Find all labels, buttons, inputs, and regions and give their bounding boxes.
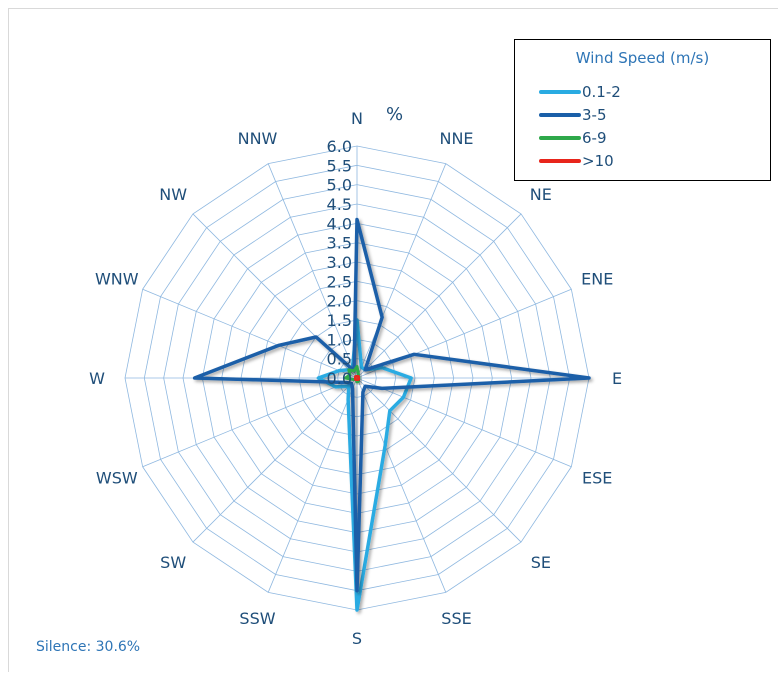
legend-label-3: >10 xyxy=(582,152,614,170)
direction-label-WNW: WNW xyxy=(95,270,139,289)
direction-label-WSW: WSW xyxy=(96,468,138,487)
direction-label-ENE: ENE xyxy=(581,270,613,289)
tick-label-9: 4.5 xyxy=(327,195,352,214)
series-line-3 xyxy=(353,374,361,382)
tick-label-10: 5.0 xyxy=(327,176,352,195)
legend-label-2: 6-9 xyxy=(582,129,607,147)
series-line-1 xyxy=(192,217,591,593)
direction-label-W: W xyxy=(89,369,105,388)
tick-label-2: 1.0 xyxy=(327,330,352,349)
tick-label-11: 5.5 xyxy=(327,156,352,175)
grid-spoke-WSW xyxy=(142,377,358,468)
tick-label-3: 1.5 xyxy=(327,311,352,330)
radial-tick-labels: 0.00.51.01.52.02.53.03.54.04.55.05.56.0 xyxy=(327,137,352,388)
grid-spoke-SE xyxy=(356,377,522,543)
direction-label-NNW: NNW xyxy=(238,129,278,148)
tick-label-7: 3.5 xyxy=(327,234,352,253)
legend-item-1: 3-5 xyxy=(539,104,607,126)
tick-label-5: 2.5 xyxy=(327,272,352,291)
grid-spoke-SSE xyxy=(356,377,447,593)
grid-spoke-NNE xyxy=(356,163,447,379)
tick-label-1: 0.5 xyxy=(327,350,352,369)
tick-label-12: 6.0 xyxy=(327,137,352,156)
tick-label-4: 2.0 xyxy=(327,292,352,311)
direction-label-SSE: SSE xyxy=(441,609,471,628)
grid-spoke-NNW xyxy=(267,163,358,379)
direction-label-SSW: SSW xyxy=(239,609,275,628)
direction-label-N: N xyxy=(351,109,363,128)
direction-label-NW: NW xyxy=(159,185,187,204)
legend-title: Wind Speed (m/s) xyxy=(575,49,710,67)
series-layer xyxy=(192,217,591,612)
unit-label: % xyxy=(386,104,404,125)
direction-label-E: E xyxy=(612,369,622,388)
series-line-0 xyxy=(316,318,413,612)
legend-swatch-1 xyxy=(539,113,581,117)
legend-swatch-2 xyxy=(539,136,581,140)
legend-label-1: 3-5 xyxy=(582,106,607,124)
direction-label-ESE: ESE xyxy=(582,468,612,487)
legend-swatch-3 xyxy=(539,159,581,163)
direction-label-S: S xyxy=(352,629,362,648)
legend-swatch-0 xyxy=(539,90,581,94)
grid-spoke-NE xyxy=(356,213,522,379)
legend-item-2: 6-9 xyxy=(539,127,607,149)
grid-spoke-WNW xyxy=(142,288,358,379)
direction-label-NE: NE xyxy=(530,185,552,204)
legend-item-0: 0.1-2 xyxy=(539,81,621,103)
legend-item-3: >10 xyxy=(539,150,614,172)
direction-label-SW: SW xyxy=(160,553,186,572)
grid-spoke-ENE xyxy=(356,288,572,379)
legend: Wind Speed (m/s) 0.1-2 3-5 6-9 >10 xyxy=(514,39,771,181)
legend-label-0: 0.1-2 xyxy=(582,83,621,101)
chart-frame xyxy=(8,8,778,672)
direction-label-SE: SE xyxy=(531,553,551,572)
grid-spoke-ESE xyxy=(356,377,572,468)
direction-label-NNE: NNE xyxy=(439,129,473,148)
tick-label-6: 3.0 xyxy=(327,253,352,272)
silence-label: Silence: 30.6% xyxy=(36,639,141,655)
direction-labels: N NNE NE ENE E ESE SE SSE S SSW SW WSW W WNW NW NNW xyxy=(89,109,622,648)
grid-spoke-SSW xyxy=(267,377,358,593)
tick-label-0: 0.0 xyxy=(327,369,352,388)
grid-spoke-SW xyxy=(192,377,358,543)
tick-label-8: 4.0 xyxy=(327,214,352,233)
